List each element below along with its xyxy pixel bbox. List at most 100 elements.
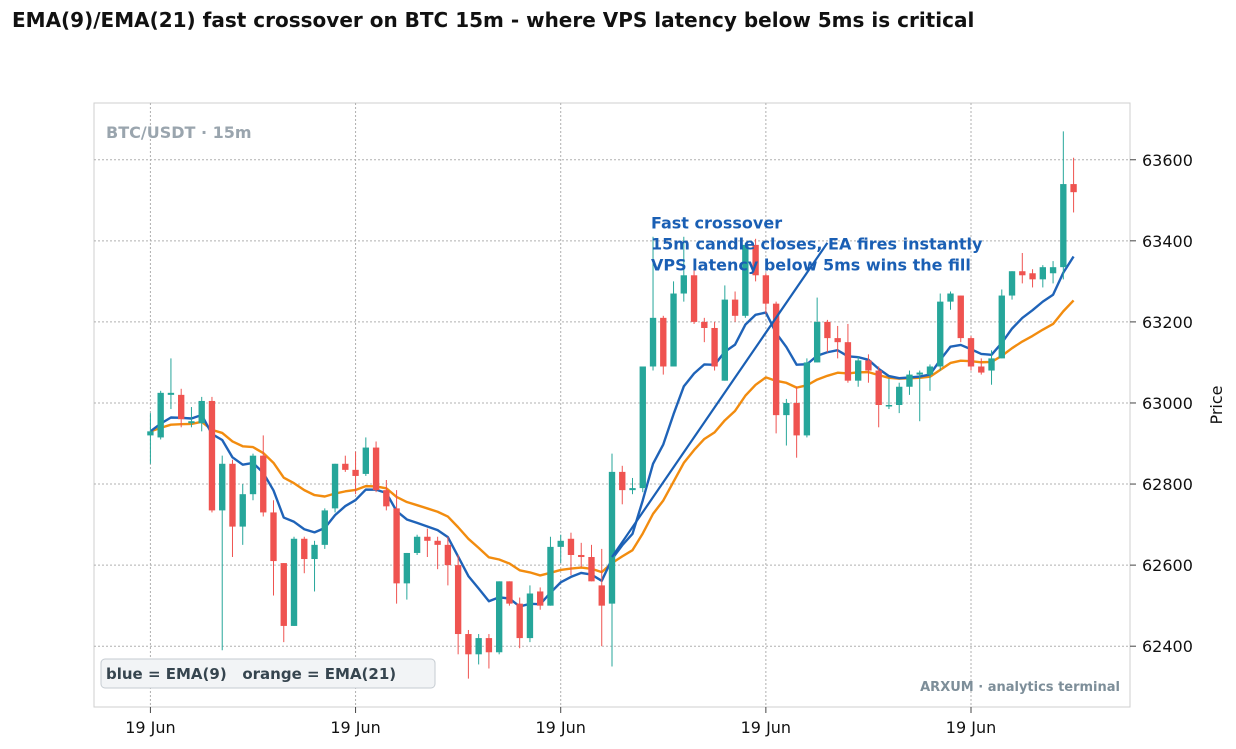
y-tick-label: 62800	[1142, 475, 1193, 494]
candle-body	[383, 490, 390, 507]
symbol-label: BTC/USDT · 15m	[106, 123, 252, 142]
x-tick-label: 19 Jun	[946, 718, 996, 737]
candle	[352, 451, 359, 495]
candle-body	[362, 447, 370, 474]
candle	[311, 540, 318, 592]
candle-body	[772, 303, 780, 416]
candle	[783, 398, 790, 446]
candle-body	[813, 321, 821, 363]
candle	[1039, 265, 1046, 288]
candle	[413, 534, 421, 555]
candle	[362, 437, 370, 476]
x-tick-label: 19 Jun	[125, 718, 175, 737]
candle	[198, 396, 205, 432]
candle	[567, 532, 575, 576]
candle	[260, 435, 267, 517]
candle	[424, 528, 431, 558]
candle	[649, 236, 657, 371]
candle-body	[926, 366, 934, 375]
annotation-line: 15m candle closes, EA fires instantly	[651, 235, 983, 254]
candle-body	[865, 360, 872, 371]
candle	[629, 477, 636, 495]
candle-body	[485, 638, 493, 653]
candle	[588, 544, 595, 582]
candle-body	[454, 565, 462, 635]
candle-body	[557, 540, 564, 547]
candle	[906, 370, 913, 395]
candle-body	[167, 392, 175, 395]
y-tick-label: 63000	[1142, 394, 1193, 413]
candle	[219, 455, 226, 651]
candle	[475, 634, 482, 665]
candle-body	[998, 295, 1005, 359]
candle	[495, 581, 503, 655]
candle-body	[690, 275, 698, 322]
candle	[321, 508, 328, 549]
candle	[690, 265, 698, 324]
candle-body	[660, 317, 667, 367]
candle	[875, 366, 882, 428]
candle	[1049, 261, 1057, 284]
candle-body	[670, 293, 677, 367]
candle-body	[649, 317, 657, 367]
candle-body	[413, 536, 421, 553]
candle-body	[219, 463, 226, 511]
candle	[619, 465, 626, 505]
candle	[731, 291, 739, 322]
candle-body	[793, 402, 800, 436]
candle-body	[947, 293, 954, 302]
candle-body	[567, 538, 575, 555]
legend-background	[100, 658, 436, 689]
candle-body	[896, 386, 903, 405]
candle-body	[249, 455, 257, 495]
candle	[988, 350, 995, 385]
candle-body	[844, 342, 852, 381]
candle-body	[639, 366, 646, 489]
candle	[383, 479, 390, 511]
candle-body	[578, 554, 585, 558]
candle-body	[875, 370, 882, 405]
candle	[1019, 252, 1026, 284]
candle	[854, 356, 862, 387]
candle-body	[342, 463, 349, 470]
candle	[444, 536, 452, 586]
candle	[557, 534, 564, 564]
candle-body	[916, 372, 923, 375]
candle-body	[701, 321, 708, 328]
candle-body	[157, 392, 164, 438]
candle	[680, 236, 687, 302]
candle-body	[393, 508, 400, 584]
y-tick-label: 62400	[1142, 637, 1193, 656]
candle	[403, 552, 411, 600]
candles	[147, 131, 1077, 679]
candle	[752, 238, 759, 282]
candle	[485, 634, 493, 669]
candle	[434, 536, 441, 570]
candle-body	[978, 366, 985, 373]
y-axis-label: Price	[1207, 385, 1226, 424]
candle-body	[731, 299, 739, 316]
candle-body	[762, 275, 770, 304]
candle	[178, 388, 185, 428]
candle	[578, 542, 585, 568]
candle	[639, 366, 646, 493]
candle	[188, 407, 195, 428]
legend-box: blue = EMA(9) orange = EMA(21)	[100, 658, 436, 689]
candle-body	[475, 638, 482, 655]
y-tick-label: 63400	[1142, 232, 1193, 251]
candle	[270, 500, 277, 596]
candle	[393, 490, 400, 604]
candle-body	[742, 244, 749, 316]
candle-body	[885, 405, 893, 407]
candle-body	[547, 546, 554, 606]
candle-body	[1008, 271, 1016, 296]
annotation-line: Fast crossover	[651, 214, 782, 233]
candle	[978, 358, 985, 375]
candle	[762, 273, 770, 314]
candle-body	[957, 295, 964, 339]
x-tick-label: 19 Jun	[535, 718, 585, 737]
candle	[1029, 269, 1036, 288]
candle	[937, 293, 944, 371]
candle-body	[711, 327, 718, 367]
candle-body	[506, 581, 513, 604]
